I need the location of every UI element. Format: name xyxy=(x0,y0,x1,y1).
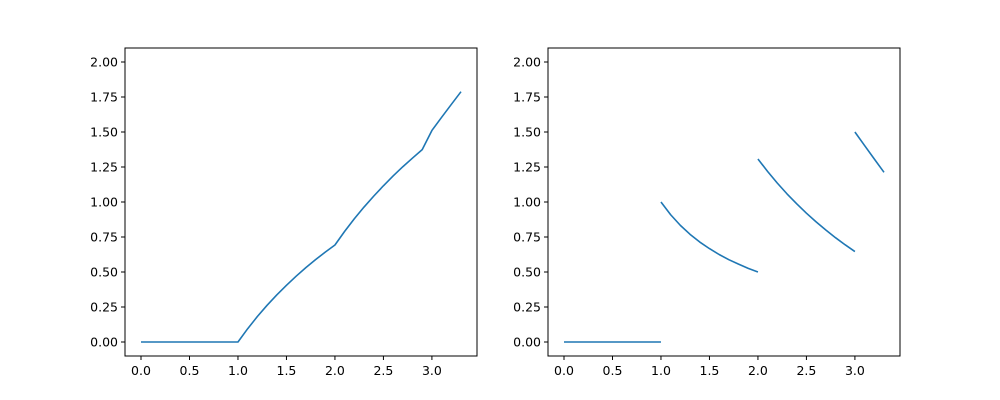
y-tick-label: 0.00 xyxy=(90,335,118,350)
x-tick-label: 2.0 xyxy=(748,363,768,378)
y-tick-label: 1.75 xyxy=(513,90,541,105)
x-tick-label: 2.5 xyxy=(373,363,393,378)
left-axes: 0.0 0.5 1.0 1.5 2.0 2.5 3.0 0.00 0.25 0.50 0.75 1.0… xyxy=(90,47,478,378)
series-line-segment-4 xyxy=(854,131,885,173)
x-tick-label: 3.0 xyxy=(845,363,865,378)
y-tick-label: 0.25 xyxy=(90,300,118,315)
x-tick-label: 2.0 xyxy=(325,363,345,378)
y-tick-label: 0.25 xyxy=(513,300,541,315)
y-tick-label: 0.50 xyxy=(513,265,541,280)
y-tick-label: 1.25 xyxy=(90,160,118,175)
x-tick-label: 3.0 xyxy=(422,363,442,378)
x-tick-label: 1.5 xyxy=(700,363,720,378)
x-tick-label: 0.0 xyxy=(131,363,151,378)
y-tick-label: 1.50 xyxy=(90,125,118,140)
y-tick-label: 2.00 xyxy=(513,55,541,70)
y-tick-label: 1.75 xyxy=(90,90,118,105)
y-tick-label: 0.00 xyxy=(513,335,541,350)
y-tick-label: 0.75 xyxy=(90,230,118,245)
right-axes: 0.0 0.5 1.0 1.5 2.0 2.5 3.0 0.00 0.25 0.50 0.75 1.0… xyxy=(513,47,901,378)
x-tick-label: 0.5 xyxy=(603,363,623,378)
y-tick-label: 0.50 xyxy=(90,265,118,280)
x-tick-label: 1.5 xyxy=(277,363,297,378)
y-tick-label: 1.00 xyxy=(90,195,118,210)
y-tick-label: 1.50 xyxy=(513,125,541,140)
series-line-segment-3 xyxy=(757,158,856,253)
x-tick-label: 1.0 xyxy=(651,363,671,378)
y-tick-label: 2.00 xyxy=(90,55,118,70)
y-tick-label: 0.75 xyxy=(513,230,541,245)
series-line-segment-1 xyxy=(141,91,462,343)
y-tick-label: 1.00 xyxy=(513,195,541,210)
x-tick-label: 0.5 xyxy=(180,363,200,378)
x-tick-label: 0.0 xyxy=(554,363,574,378)
x-tick-label: 2.5 xyxy=(796,363,816,378)
series-line-segment-2 xyxy=(660,201,759,273)
x-tick-label: 1.0 xyxy=(228,363,248,378)
y-tick-label: 1.25 xyxy=(513,160,541,175)
